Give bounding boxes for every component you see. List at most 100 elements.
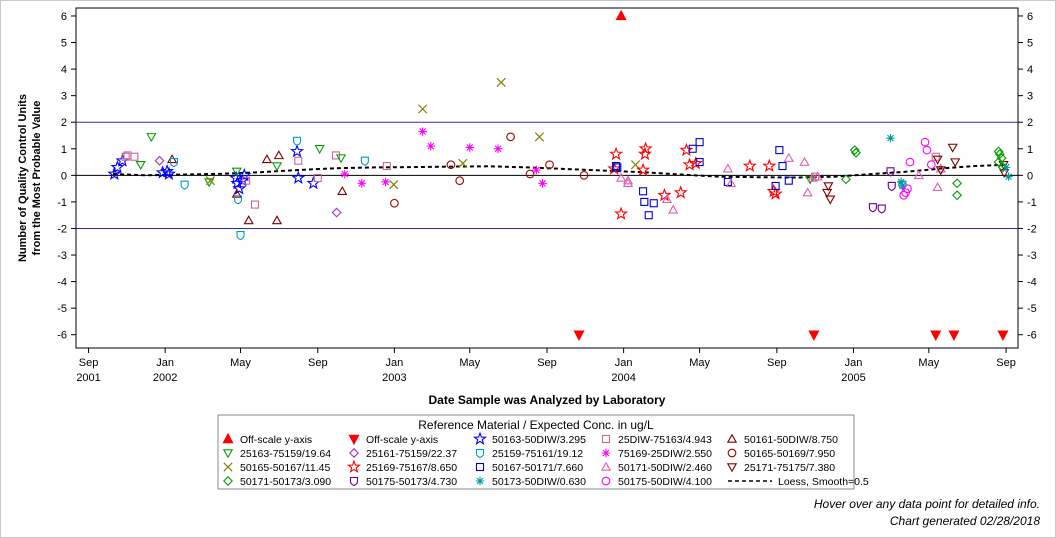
marker-shape xyxy=(668,204,679,214)
marker-shape xyxy=(418,104,428,114)
marker-shape xyxy=(612,161,621,171)
marker-shape xyxy=(107,166,122,181)
data-point xyxy=(110,159,125,174)
data-point xyxy=(360,156,369,166)
y-tick-label: 6 xyxy=(61,11,67,23)
legend-label: 50167-50171/7.660 xyxy=(492,462,583,474)
data-point xyxy=(579,170,589,180)
hover-hint: Hover over any data point for detailed i… xyxy=(814,497,1040,511)
marker-shape xyxy=(673,185,688,199)
marker-shape xyxy=(601,434,611,444)
legend-marker xyxy=(346,459,362,473)
data-point xyxy=(898,181,907,191)
marker-shape xyxy=(886,133,895,143)
marker-shape xyxy=(538,179,547,188)
marker-shape xyxy=(850,147,861,158)
data-point xyxy=(160,163,175,178)
legend-label: 25159-75161/19.12 xyxy=(492,448,583,460)
marker-shape xyxy=(349,476,359,487)
marker-shape xyxy=(768,186,783,200)
data-point xyxy=(932,155,943,165)
marker-shape xyxy=(389,180,399,190)
marker-shape xyxy=(688,144,697,153)
legend-label: 25163-75159/19.64 xyxy=(240,448,331,460)
data-point xyxy=(920,137,930,147)
marker-shape xyxy=(458,158,468,169)
marker-shape xyxy=(947,143,958,153)
data-point xyxy=(314,145,325,155)
marker-shape xyxy=(926,160,936,170)
x-tick-label: Jan xyxy=(615,357,633,369)
y-tick-label-right: -6 xyxy=(1027,330,1037,342)
y-tick-label: 5 xyxy=(61,38,67,50)
marker-shape xyxy=(236,231,245,241)
marker-shape xyxy=(622,177,634,188)
legend-marker xyxy=(349,448,359,458)
data-point xyxy=(952,190,963,201)
legend-label: 25169-75167/8.650 xyxy=(366,462,457,474)
x-tick-label: Sep xyxy=(537,357,557,369)
data-point xyxy=(545,160,554,170)
marker-shape xyxy=(726,463,738,473)
legend-label: 25171-75175/7.380 xyxy=(744,462,835,474)
marker-shape xyxy=(615,172,627,182)
data-point xyxy=(538,179,547,188)
data-point xyxy=(231,167,242,177)
marker-shape xyxy=(291,170,306,184)
y-tick-label: -4 xyxy=(57,277,67,289)
marker-shape xyxy=(475,448,485,459)
legend-label: 50165-50167/11.45 xyxy=(240,462,330,474)
data-point xyxy=(644,211,653,220)
y-tick-label: 3 xyxy=(61,91,67,103)
marker-shape xyxy=(154,155,165,166)
marker-shape xyxy=(727,448,737,458)
marker-shape xyxy=(135,160,146,171)
marker-shape xyxy=(472,431,488,445)
data-point xyxy=(688,144,697,153)
data-point xyxy=(135,160,146,171)
marker-shape xyxy=(146,133,157,143)
data-point xyxy=(418,104,428,114)
x-tick-label: May xyxy=(689,357,710,369)
marker-shape xyxy=(905,157,915,167)
data-point xyxy=(294,156,303,165)
data-point xyxy=(390,198,399,208)
x-tick-year: 2001 xyxy=(76,372,100,384)
marker-shape xyxy=(231,167,242,177)
legend-marker xyxy=(726,463,738,473)
data-point xyxy=(622,177,634,188)
data-point xyxy=(233,195,243,205)
x-tick-label: Sep xyxy=(79,357,99,369)
marker-shape xyxy=(996,153,1007,164)
marker-shape xyxy=(742,158,757,173)
data-point xyxy=(948,330,960,341)
legend-label: 50175-50173/4.730 xyxy=(366,476,457,488)
data-point xyxy=(668,204,679,214)
marker-shape xyxy=(657,187,672,202)
legend-marker xyxy=(349,476,359,487)
marker-shape xyxy=(896,177,906,187)
data-point xyxy=(230,175,245,190)
marker-shape xyxy=(695,158,704,167)
marker-shape xyxy=(952,178,963,189)
data-point xyxy=(1004,172,1013,181)
marker-shape xyxy=(948,330,960,341)
data-point xyxy=(615,172,627,182)
marker-shape xyxy=(887,181,896,192)
y-tick-label-right: -3 xyxy=(1027,250,1037,262)
data-point xyxy=(261,154,273,164)
data-point xyxy=(725,177,737,188)
data-point xyxy=(340,169,349,179)
marker-shape xyxy=(294,156,303,165)
data-point xyxy=(455,176,465,186)
data-point xyxy=(389,180,399,190)
y-axis-title-line: from the Most Probable Value xyxy=(31,101,43,256)
legend-marker xyxy=(600,461,612,471)
marker-shape xyxy=(545,160,554,170)
marker-shape xyxy=(314,145,325,155)
y-tick-label-right: 0 xyxy=(1027,170,1033,182)
marker-shape xyxy=(600,461,612,471)
legend-label: 25DIW-75163/4.943 xyxy=(618,434,712,446)
marker-shape xyxy=(455,176,465,186)
